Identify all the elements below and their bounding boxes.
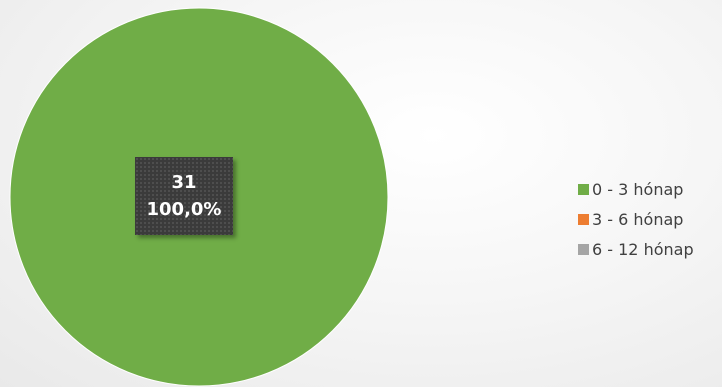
legend-swatch [578,243,589,255]
data-label: 31 100,0% [135,157,233,235]
legend-item: 0 - 3 hónap [578,174,694,204]
legend-label: 0 - 3 hónap [592,179,684,199]
legend-item: 3 - 6 hónap [578,204,694,234]
legend-swatch [578,213,589,225]
legend-item: 6 - 12 hónap [578,234,694,264]
data-label-percent: 100,0% [146,199,222,220]
legend-label: 3 - 6 hónap [592,209,684,229]
legend-swatch [578,183,589,195]
legend-label: 6 - 12 hónap [592,239,694,259]
legend: 0 - 3 hónap 3 - 6 hónap 6 - 12 hónap [578,174,694,264]
data-label-count: 31 [171,172,197,193]
